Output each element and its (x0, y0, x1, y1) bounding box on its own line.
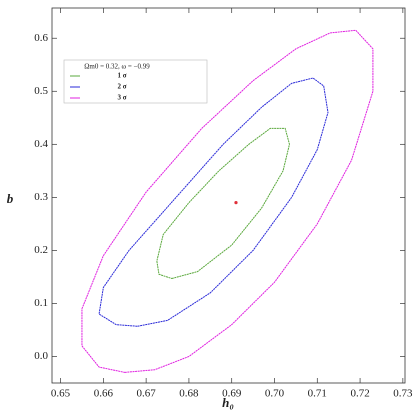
x-tick-label: 0.65 (51, 388, 71, 400)
x-tick-label: 0.67 (137, 388, 157, 400)
x-tick-label: 0.68 (179, 388, 199, 400)
contour-line (156, 127, 290, 279)
x-tick-label: 0.71 (308, 388, 327, 400)
y-tick-label: 0.3 (34, 191, 48, 203)
legend-title: Ωm0 = 0.32, ω = −0.99 (84, 63, 150, 71)
legend-label: 3 σ (117, 94, 126, 102)
x-tick-label: 0.73 (393, 388, 413, 400)
legend-box (63, 59, 208, 104)
x-tick-label: 0.69 (222, 388, 242, 400)
x-tick-label: 0.66 (94, 388, 114, 400)
plot-frame (51, 7, 406, 384)
y-tick-label: 0.5 (34, 85, 48, 97)
x-tick-label: 0.72 (350, 388, 369, 400)
y-axis-label: b (7, 191, 14, 206)
legend-label: 1 σ (117, 72, 126, 80)
y-tick-label: 0.0 (34, 350, 48, 362)
best-fit-point (234, 201, 238, 205)
legend-label: 2 σ (117, 83, 126, 91)
y-tick-label: 0.1 (34, 297, 48, 309)
x-tick-label: 0.70 (265, 388, 285, 400)
y-tick-label: 0.4 (34, 138, 48, 150)
contour-line (81, 29, 374, 373)
contour-line (98, 77, 329, 327)
y-tick-label: 0.6 (34, 32, 48, 44)
y-tick-label: 0.2 (34, 244, 48, 256)
x-axis-label: h₀ (222, 395, 234, 410)
